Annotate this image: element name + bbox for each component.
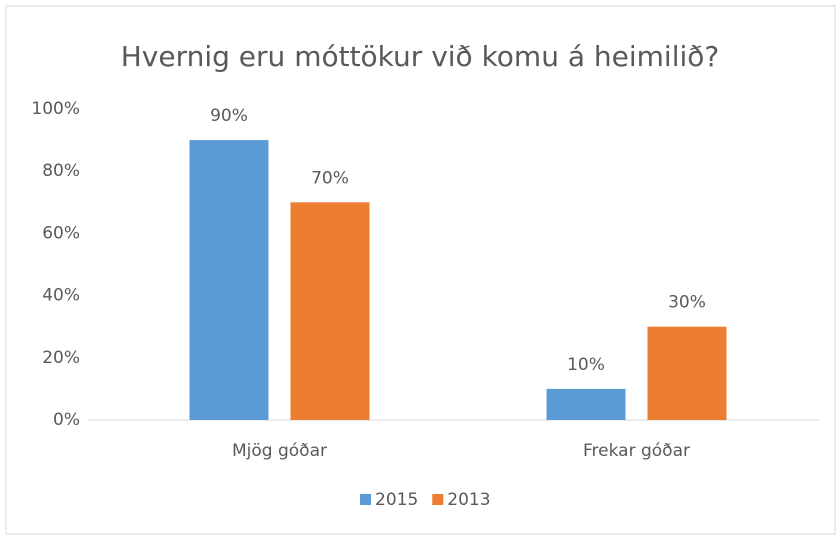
data-label: 70%: [311, 168, 349, 188]
data-label: 90%: [210, 106, 248, 126]
bar: [546, 388, 626, 420]
bar: [189, 140, 269, 420]
bar: [647, 326, 727, 420]
legend-swatch: [360, 494, 371, 505]
y-tick-label: 0%: [53, 410, 80, 430]
legend-swatch: [432, 494, 444, 505]
chart-title: Hvernig eru móttökur við komu á heimilið…: [121, 40, 720, 73]
x-tick-label: Frekar góðar: [583, 441, 690, 461]
bar: [290, 202, 370, 420]
chart-border: [5, 5, 836, 535]
x-tick-label: Mjög góðar: [232, 441, 327, 461]
y-tick-label: 20%: [42, 348, 80, 368]
legend-label: 2015: [375, 490, 418, 510]
y-tick-label: 60%: [42, 223, 80, 243]
data-label: 30%: [668, 293, 706, 313]
y-tick-label: 100%: [31, 99, 80, 119]
y-tick-label: 80%: [42, 161, 80, 181]
y-tick-label: 40%: [42, 286, 80, 306]
legend-label: 2013: [447, 490, 490, 510]
data-label: 10%: [567, 355, 605, 375]
